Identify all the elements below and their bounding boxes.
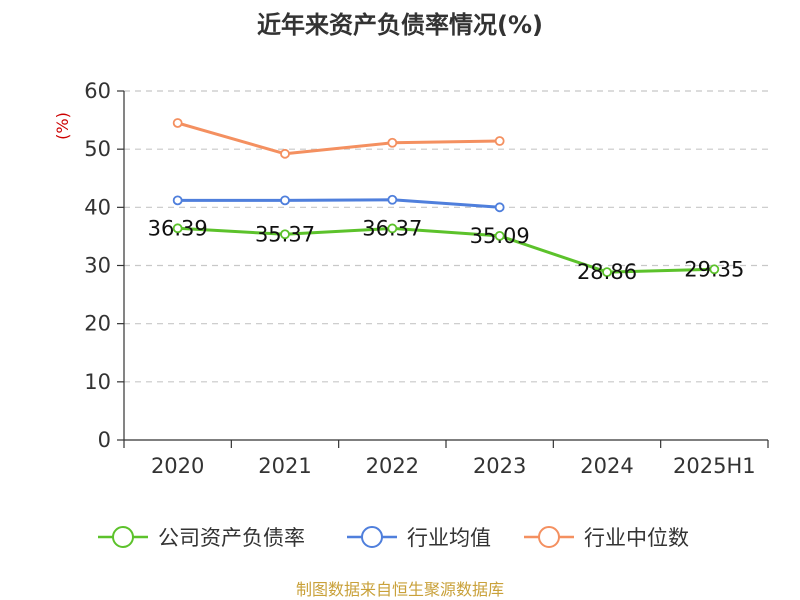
legend: 公司资产负债率 行业均值 行业中位数 [98, 526, 689, 550]
data-label: 36.37 [362, 216, 422, 240]
data-point [709, 264, 720, 275]
y-tick-label: 60 [84, 79, 111, 103]
series-line [176, 198, 502, 209]
x-tick-label: 2022 [366, 454, 419, 478]
data-point [602, 267, 612, 278]
data-point [280, 148, 290, 159]
series-line [176, 121, 502, 156]
data-point [494, 202, 505, 213]
series [172, 118, 720, 278]
x-tick-label: 2025H1 [673, 454, 756, 478]
axes: 0 10 20 30 40 50 60 2020 2021 2022 2023 2024 2025H1 [84, 79, 769, 478]
data-label: 29.35 [684, 257, 744, 281]
legend-label: 公司资产负债率 [158, 526, 305, 550]
x-tick-label: 2021 [258, 454, 311, 478]
y-tick-label: 50 [84, 137, 111, 161]
data-point [494, 230, 505, 241]
x-tick-label: 2020 [151, 454, 204, 478]
data-point [387, 223, 398, 234]
y-axis-unit-label: (%) [53, 112, 72, 140]
y-tick-label: 20 [84, 312, 111, 336]
y-tick-label: 30 [84, 254, 111, 278]
y-tick-label: 0 [98, 428, 111, 452]
series-line [176, 226, 716, 274]
data-point [387, 194, 398, 205]
grid-lines [124, 90, 768, 383]
chart-title: 近年来资产负债率情况(%) [257, 11, 543, 39]
data-label: 35.37 [255, 222, 315, 246]
x-tick-label: 2023 [473, 454, 526, 478]
data-point [387, 137, 398, 148]
data-point [172, 118, 183, 128]
y-tick-label: 40 [84, 195, 111, 219]
data-point [172, 223, 183, 234]
source-note: 制图数据来自恒生聚源数据库 [296, 580, 504, 599]
legend-swatch-marker [361, 526, 383, 548]
legend-label: 行业均值 [407, 526, 491, 550]
data-point [172, 195, 183, 206]
data-labels: 36.39 35.37 36.37 35.09 28.86 29.35 [148, 216, 745, 284]
legend-swatch-marker [538, 526, 560, 548]
data-label: 28.86 [577, 260, 637, 284]
data-point [280, 195, 290, 206]
data-point [280, 229, 290, 240]
y-tick-label: 10 [84, 370, 111, 394]
legend-label: 行业中位数 [584, 526, 689, 550]
x-tick-label: 2024 [580, 454, 633, 478]
legend-swatch-marker [112, 526, 134, 548]
data-label: 35.09 [470, 224, 530, 248]
data-point [494, 136, 505, 146]
data-label: 36.39 [148, 216, 208, 240]
